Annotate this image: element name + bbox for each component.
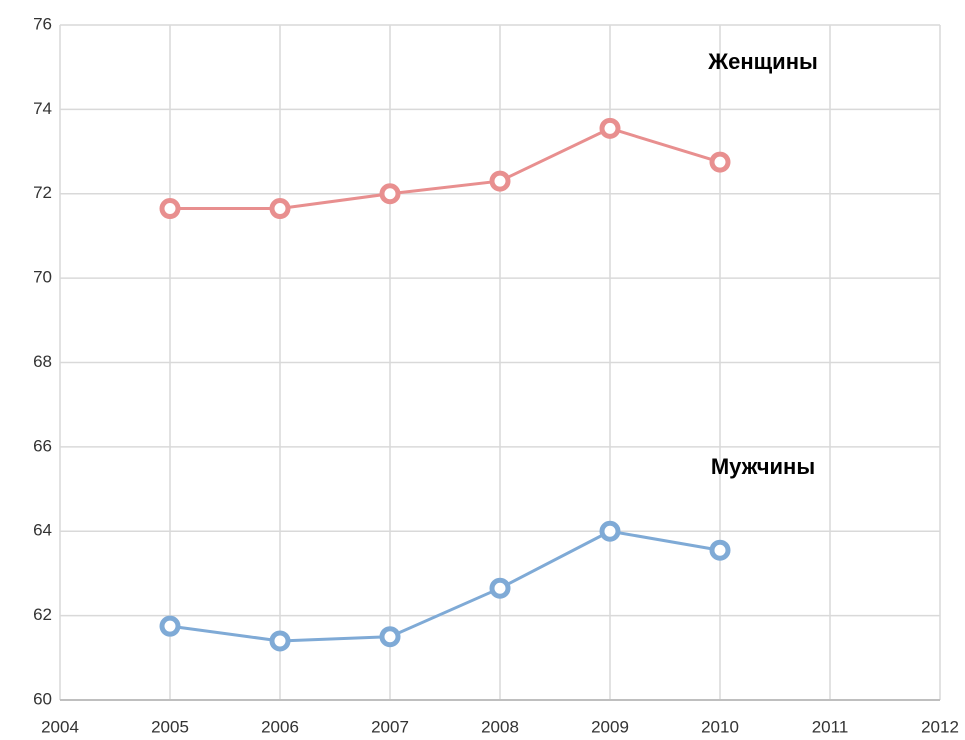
point (599, 520, 621, 542)
series-label: Мужчины (711, 454, 815, 479)
y-tick-label: 72 (33, 183, 52, 202)
point (489, 170, 511, 192)
point (599, 117, 621, 139)
y-tick-label: 70 (33, 268, 52, 287)
point (159, 615, 181, 637)
point (489, 577, 511, 599)
point (709, 539, 731, 561)
y-tick-label: 64 (33, 521, 52, 540)
point (159, 198, 181, 220)
y-tick-label: 60 (33, 689, 52, 708)
point (709, 151, 731, 173)
series-label: Женщины (707, 49, 818, 74)
x-tick-label: 2012 (921, 717, 959, 736)
x-tick-label: 2011 (812, 717, 849, 736)
point (379, 626, 401, 648)
x-tick-label: 2008 (481, 717, 519, 736)
y-tick-label: 68 (33, 352, 52, 371)
x-tick-label: 2010 (701, 717, 739, 736)
x-tick-label: 2009 (591, 717, 629, 736)
x-tick-label: 2005 (151, 717, 189, 736)
x-tick-label: 2007 (371, 717, 409, 736)
y-tick-label: 66 (33, 436, 52, 455)
series-line (169, 529, 721, 643)
point (269, 198, 291, 220)
point (379, 183, 401, 205)
x-tick-label: 2004 (41, 717, 79, 736)
y-tick-label: 74 (33, 99, 52, 118)
y-tick-label: 62 (33, 605, 52, 624)
series-line (170, 126, 721, 211)
x-tick-label: 2006 (261, 717, 299, 736)
y-tick-label: 76 (33, 14, 52, 33)
point (269, 630, 291, 652)
